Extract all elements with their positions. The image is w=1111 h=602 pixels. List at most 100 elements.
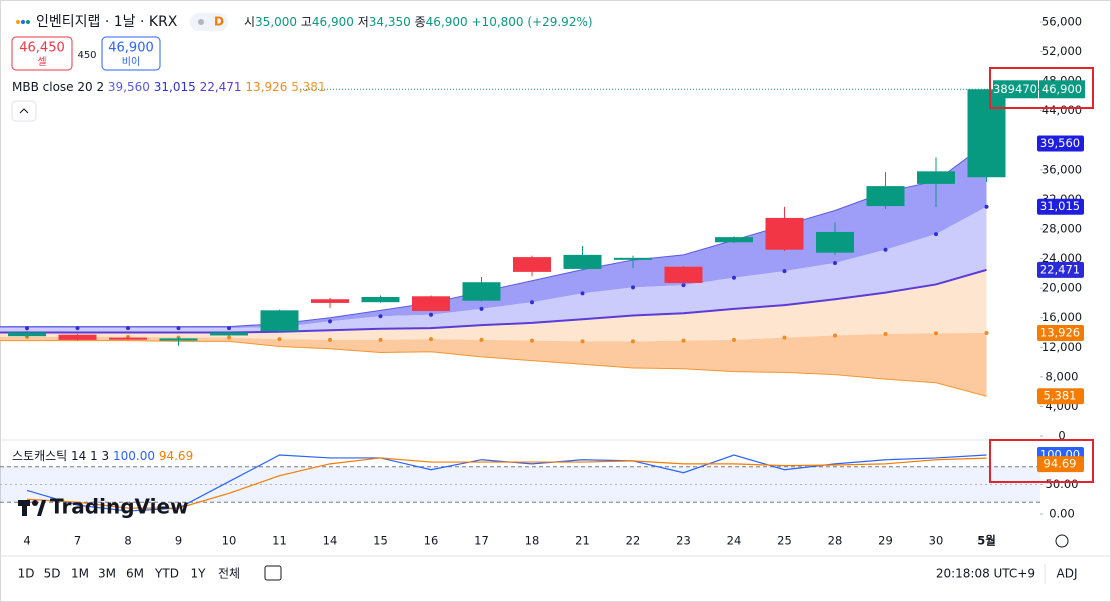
indicator-value: 22,471 [200,80,242,94]
band-tag [1037,261,1084,278]
band-point [378,337,383,342]
last-value-label: 94.69 [1044,457,1077,471]
candle-body [159,338,198,341]
x-tick-label: 10 [222,534,237,548]
band-point [681,283,686,288]
y-tick-label: 28,000 [1042,222,1082,236]
band-point [934,331,938,336]
x-tick-label: 30 [929,534,944,548]
buy-button[interactable] [101,36,161,71]
x-tick-label: 9 [175,534,182,548]
band-point [75,326,80,331]
last-price-tag [1039,80,1085,99]
band-tag-label: 31,015 [1040,199,1080,213]
range-button[interactable]: YTD [154,567,179,581]
x-tick-label: 24 [727,534,742,548]
band-point [631,285,635,290]
band-point [479,337,484,342]
symbol: 인벤티지랩 · 1날 · KRX [36,14,178,30]
badge[interactable] [190,13,228,31]
sell-button[interactable] [11,36,73,71]
volume-tag [993,80,1038,99]
band-tag-label: 13,926 [1040,326,1080,340]
buy-label: 비이 [122,56,140,68]
candle-body [967,89,1006,178]
y-tick-label: 24,000 [1042,251,1082,265]
band-point [782,269,787,274]
logo-icon [22,500,27,516]
candle-body [614,257,652,260]
y-tick-label: 44,000 [1042,103,1082,117]
band-fill [0,206,987,333]
range-button[interactable]: 1Y [191,567,207,581]
candle-body [563,254,602,269]
ohlc-value: 35,000 [255,15,297,29]
ohlc-value: 34,350 [369,15,411,29]
band-point [277,337,282,342]
band-tag-label: 22,471 [1040,262,1080,276]
band-point [934,232,938,237]
compare-icon[interactable] [264,565,282,581]
range-button[interactable]: 3M [98,567,116,581]
candle-body [765,217,804,250]
x-tick-label: 22 [626,534,641,548]
candle-body [412,296,450,312]
y-tick-label: 8,000 [1046,369,1079,383]
band-point [580,291,585,296]
y-tick-label: 36,000 [1042,162,1082,176]
band-point [530,338,534,343]
stoch-legend: 스토캐스틱 14 1 3 100.00 94.69 [12,449,193,463]
x-tick-label: 16 [424,534,439,548]
band-point [126,326,130,331]
candle-body [311,299,349,303]
x-tick-label: 7 [74,534,81,548]
adj-button[interactable]: ADJ [1057,567,1078,581]
band-tag [1037,325,1084,342]
icon [198,19,204,25]
band-point [732,275,736,280]
collapse-button[interactable] [11,100,37,122]
band-point [833,333,837,338]
range-button[interactable]: 6M [126,567,144,581]
y2-tick-label: 0.00 [1049,507,1075,521]
band-point [681,338,686,343]
candle-body [917,171,955,184]
sell-price: 46,450 [19,41,65,56]
candle-body [513,257,551,272]
candle-body [866,186,905,207]
x-tick-label: 14 [323,534,338,548]
x-tick-label: 4 [23,534,30,548]
band-point [479,306,484,311]
band-tag-label: 39,560 [1040,136,1080,150]
candle-body [8,332,46,337]
band-point [25,326,29,331]
band-point [883,247,888,252]
band-fill [0,333,987,397]
band-point [328,319,332,324]
stoch-line [26,457,987,509]
range-button[interactable]: 전체 [218,567,240,581]
indicator-legend: MBB close 20 2 39,560 31,015 22,471 13,9… [12,80,326,94]
x-tick-label: 25 [777,534,792,548]
ohlc-label: 고 [301,15,312,29]
settings-icon[interactable] [1055,534,1069,548]
x-tick-label: 8 [124,534,131,548]
indicator-value: 31,015 [154,80,196,94]
interval-badge: D [214,15,224,29]
band-point [328,337,332,342]
x-tick-label: 18 [525,534,540,548]
range-button[interactable]: 1M [71,567,89,581]
band-point [833,261,837,266]
x-tick-label: 15 [373,534,388,548]
y-tick-label: 52,000 [1042,44,1082,58]
range-button[interactable]: 5D [44,567,61,581]
band-point [984,331,989,336]
range-button[interactable]: 1D [18,567,35,581]
y2-tick-label: 50.00 [1046,477,1079,491]
band-point [176,326,181,331]
indicator-value: 13,926 [245,80,287,94]
band-tag [1037,388,1084,405]
last-value-tag [1037,456,1084,473]
highlight [989,439,1094,483]
